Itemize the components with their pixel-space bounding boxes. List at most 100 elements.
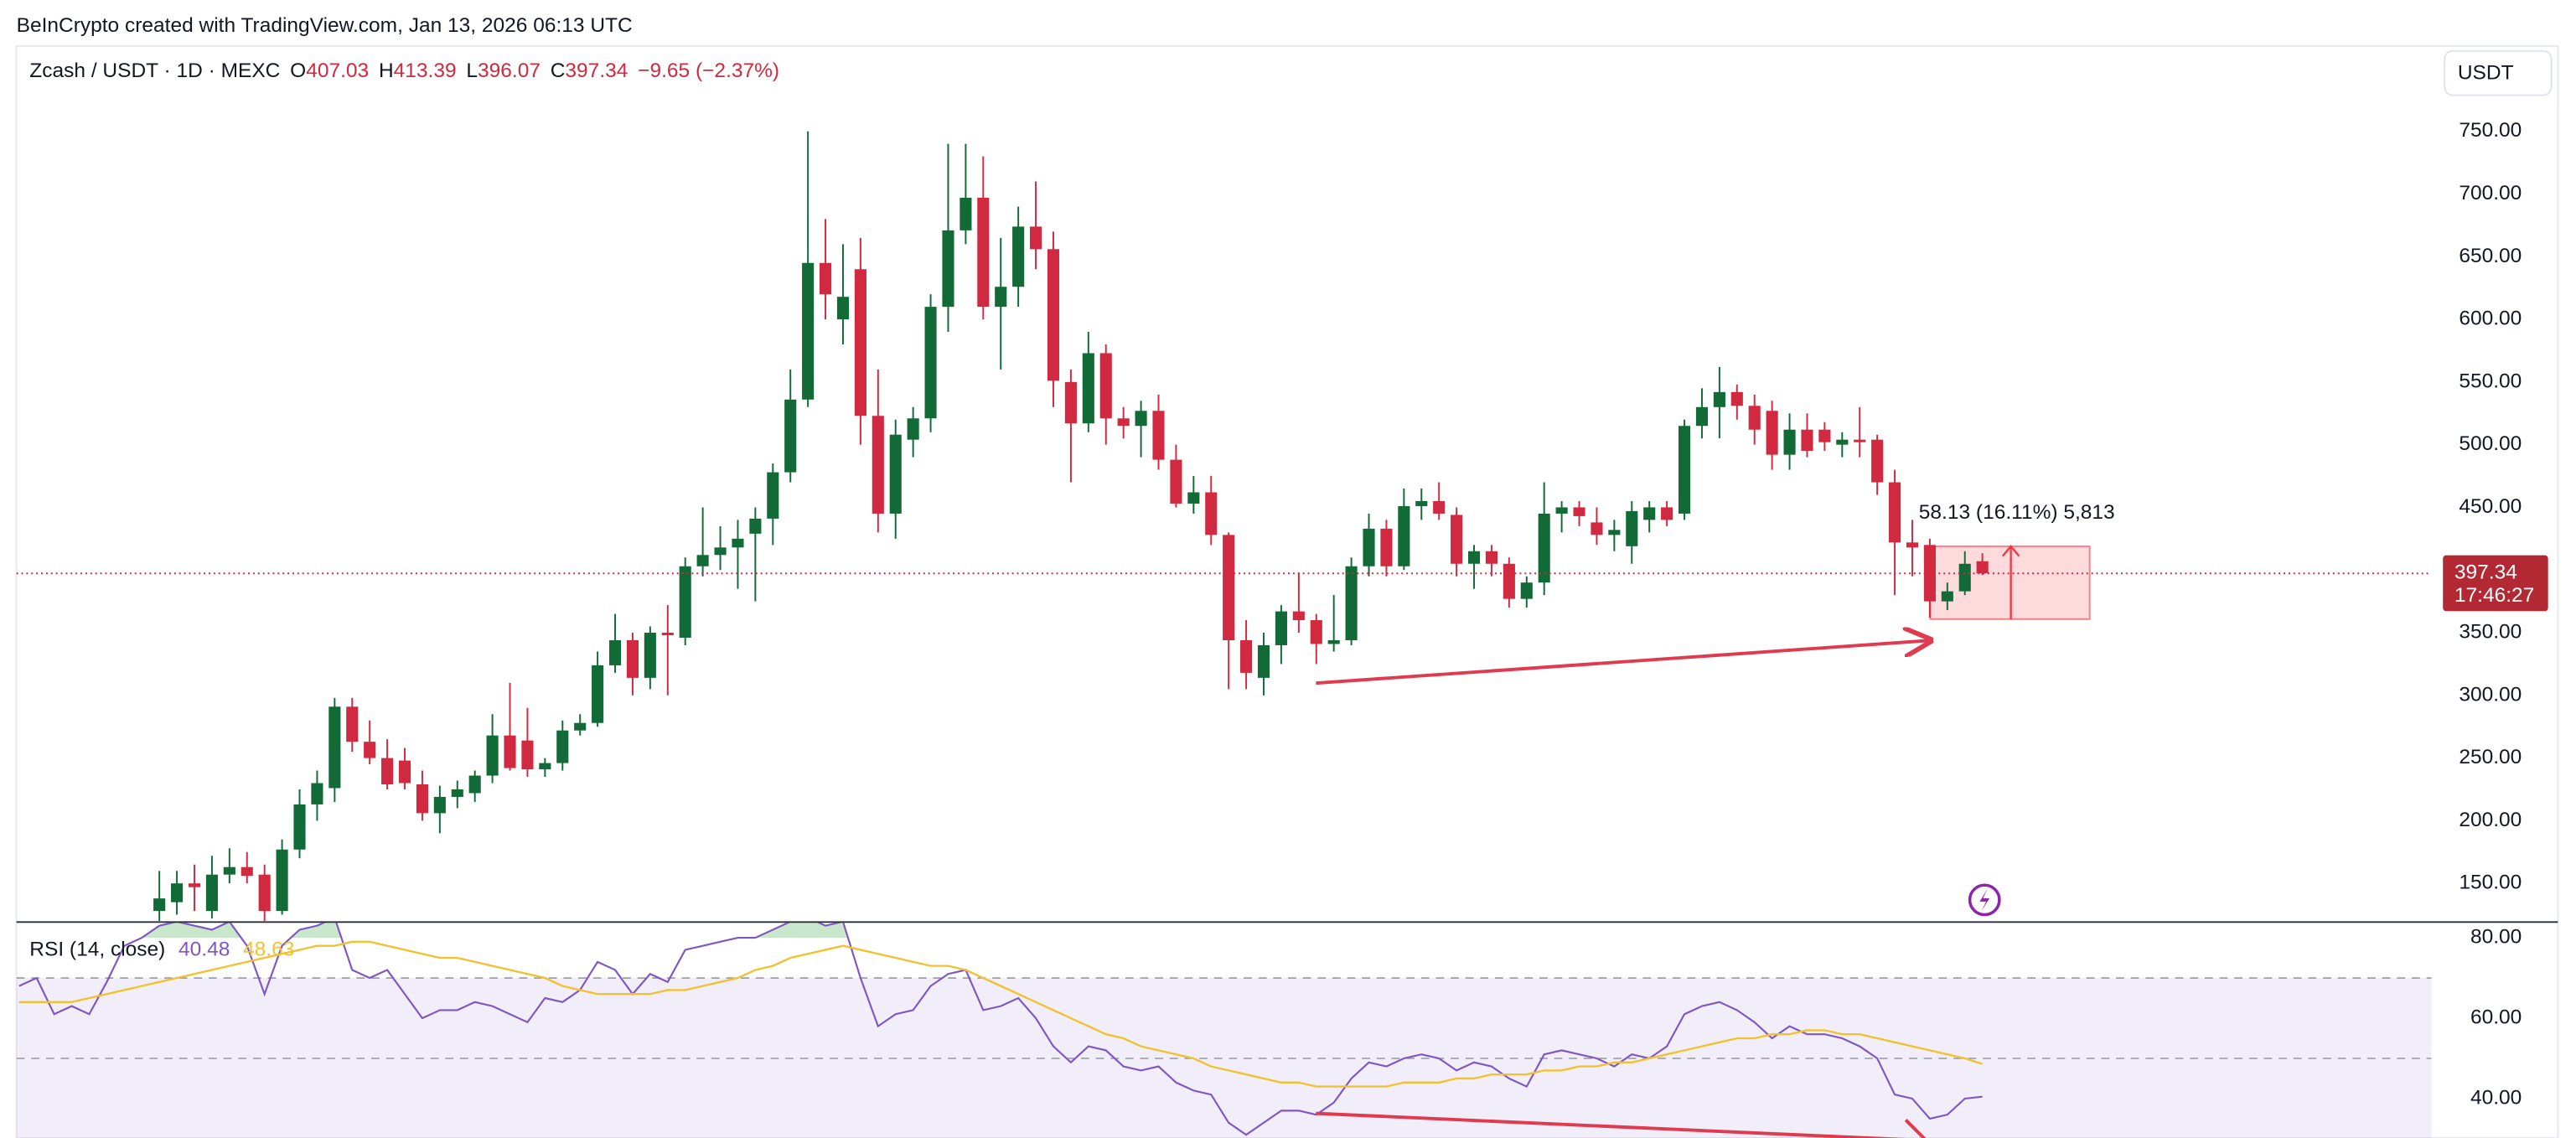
candle-body <box>1854 439 1866 442</box>
candle-body <box>1257 644 1270 678</box>
candle-body <box>1030 226 1042 250</box>
candle-body <box>1345 566 1358 640</box>
candle-body <box>1661 507 1673 520</box>
y-tick-label: 550.00 <box>2459 370 2522 392</box>
candle-body <box>995 287 1007 308</box>
candle-body <box>1012 226 1025 287</box>
ohlc-value: 407.03 <box>306 60 369 83</box>
candle-body <box>1398 505 1410 566</box>
candle-body <box>854 269 866 416</box>
y-tick-label: 250.00 <box>2459 746 2522 768</box>
candle-body <box>1695 406 1709 427</box>
price-badge <box>2443 555 2548 612</box>
candle-body <box>1503 563 1515 599</box>
price-badge-value: 397.34 <box>2454 561 2517 584</box>
candle-body <box>451 789 463 797</box>
ohlc-value: 413.39 <box>394 60 457 83</box>
candle-body <box>433 796 446 814</box>
candle-body <box>504 735 516 768</box>
ohlc-value: 396.07 <box>478 60 541 83</box>
ohlc-letter: H <box>379 60 394 83</box>
candle-body <box>1292 611 1305 621</box>
candle-body <box>416 784 428 814</box>
candle-body <box>1117 418 1130 427</box>
candle-body <box>661 633 674 636</box>
trend-arrow <box>1316 640 1930 685</box>
candle-body <box>1555 507 1568 514</box>
candle-body <box>153 898 166 912</box>
y-tick-label: 750.00 <box>2459 119 2522 142</box>
candle-body <box>924 307 937 419</box>
candle-body <box>1818 429 1831 442</box>
candle-body <box>258 874 271 912</box>
y-tick-label: 650.00 <box>2459 245 2522 267</box>
candle-body <box>1888 482 1901 543</box>
currency-button[interactable]: USDT <box>2444 49 2553 96</box>
rsi-pane <box>18 923 1983 1136</box>
ohlc-letter: L <box>466 60 478 83</box>
measure-arrow-head <box>2001 545 2020 557</box>
rsi-line <box>18 923 1983 1136</box>
candle-body <box>1099 353 1112 419</box>
y-tick-label: 40.00 <box>2470 1086 2522 1109</box>
candle-body <box>1836 439 1849 445</box>
candle-body <box>293 804 306 850</box>
candle-body <box>311 783 323 804</box>
candle-body <box>819 262 832 295</box>
candle-body <box>1223 535 1235 640</box>
rsi-trend-arrow <box>1904 1119 1927 1138</box>
candle-body <box>767 472 779 519</box>
candle-body <box>328 706 341 789</box>
candle-body <box>1135 411 1147 427</box>
candle-body <box>907 418 919 440</box>
candle-body <box>1275 611 1287 645</box>
candle-body <box>1485 551 1497 564</box>
candle-body <box>1451 515 1463 564</box>
candle-body <box>714 547 727 556</box>
candle-body <box>241 866 253 877</box>
lightning-icon[interactable] <box>1968 883 2001 917</box>
rsi-ma-value: 48.63 <box>243 939 294 961</box>
candle-body <box>608 639 622 665</box>
candle-body <box>960 198 972 230</box>
candle-body <box>592 665 604 723</box>
y-tick-label: 500.00 <box>2459 432 2522 455</box>
candle-body <box>1380 528 1393 566</box>
candle-body <box>521 740 534 770</box>
candle-body <box>1152 411 1165 460</box>
candle-body <box>1626 510 1638 546</box>
symbol-title: Zcash / USDT · 1D · MEXC <box>29 60 280 83</box>
candle-body <box>802 262 815 400</box>
candle-body <box>872 416 884 514</box>
price-pane <box>16 131 2432 922</box>
candle-body <box>1310 620 1322 644</box>
candle-body <box>1240 639 1253 673</box>
rsi-overbought-fill <box>142 923 848 939</box>
candle-body <box>1678 426 1691 514</box>
button-frame[interactable] <box>2444 49 2553 96</box>
chart-frame <box>15 44 2559 1138</box>
rsi-background <box>16 977 2432 1138</box>
candle-body <box>468 775 481 794</box>
candle-body <box>171 883 184 903</box>
candle-body <box>486 735 499 776</box>
candle-body <box>1082 353 1094 424</box>
y-tick-label: 450.00 <box>2459 495 2522 518</box>
candle-body <box>1415 500 1428 506</box>
y-tick-label: 150.00 <box>2459 872 2522 894</box>
measure-label: 58.13 (16.11%) 5,813 <box>1919 501 2115 524</box>
candle-body <box>364 742 376 758</box>
candle-body <box>626 639 639 678</box>
candle-body <box>784 399 797 473</box>
icon-bolt[interactable] <box>1979 888 1990 912</box>
candle-body <box>1958 563 1971 592</box>
candle-body <box>346 706 359 742</box>
candle-body <box>188 883 201 887</box>
rsi-legend: RSI (14, close) 40.48 48.63 <box>29 939 294 961</box>
rsi-trend <box>1316 1111 1927 1138</box>
y-tick-label: 600.00 <box>2459 308 2522 330</box>
candle-body <box>889 434 902 514</box>
button-label[interactable]: USDT <box>2458 62 2514 85</box>
